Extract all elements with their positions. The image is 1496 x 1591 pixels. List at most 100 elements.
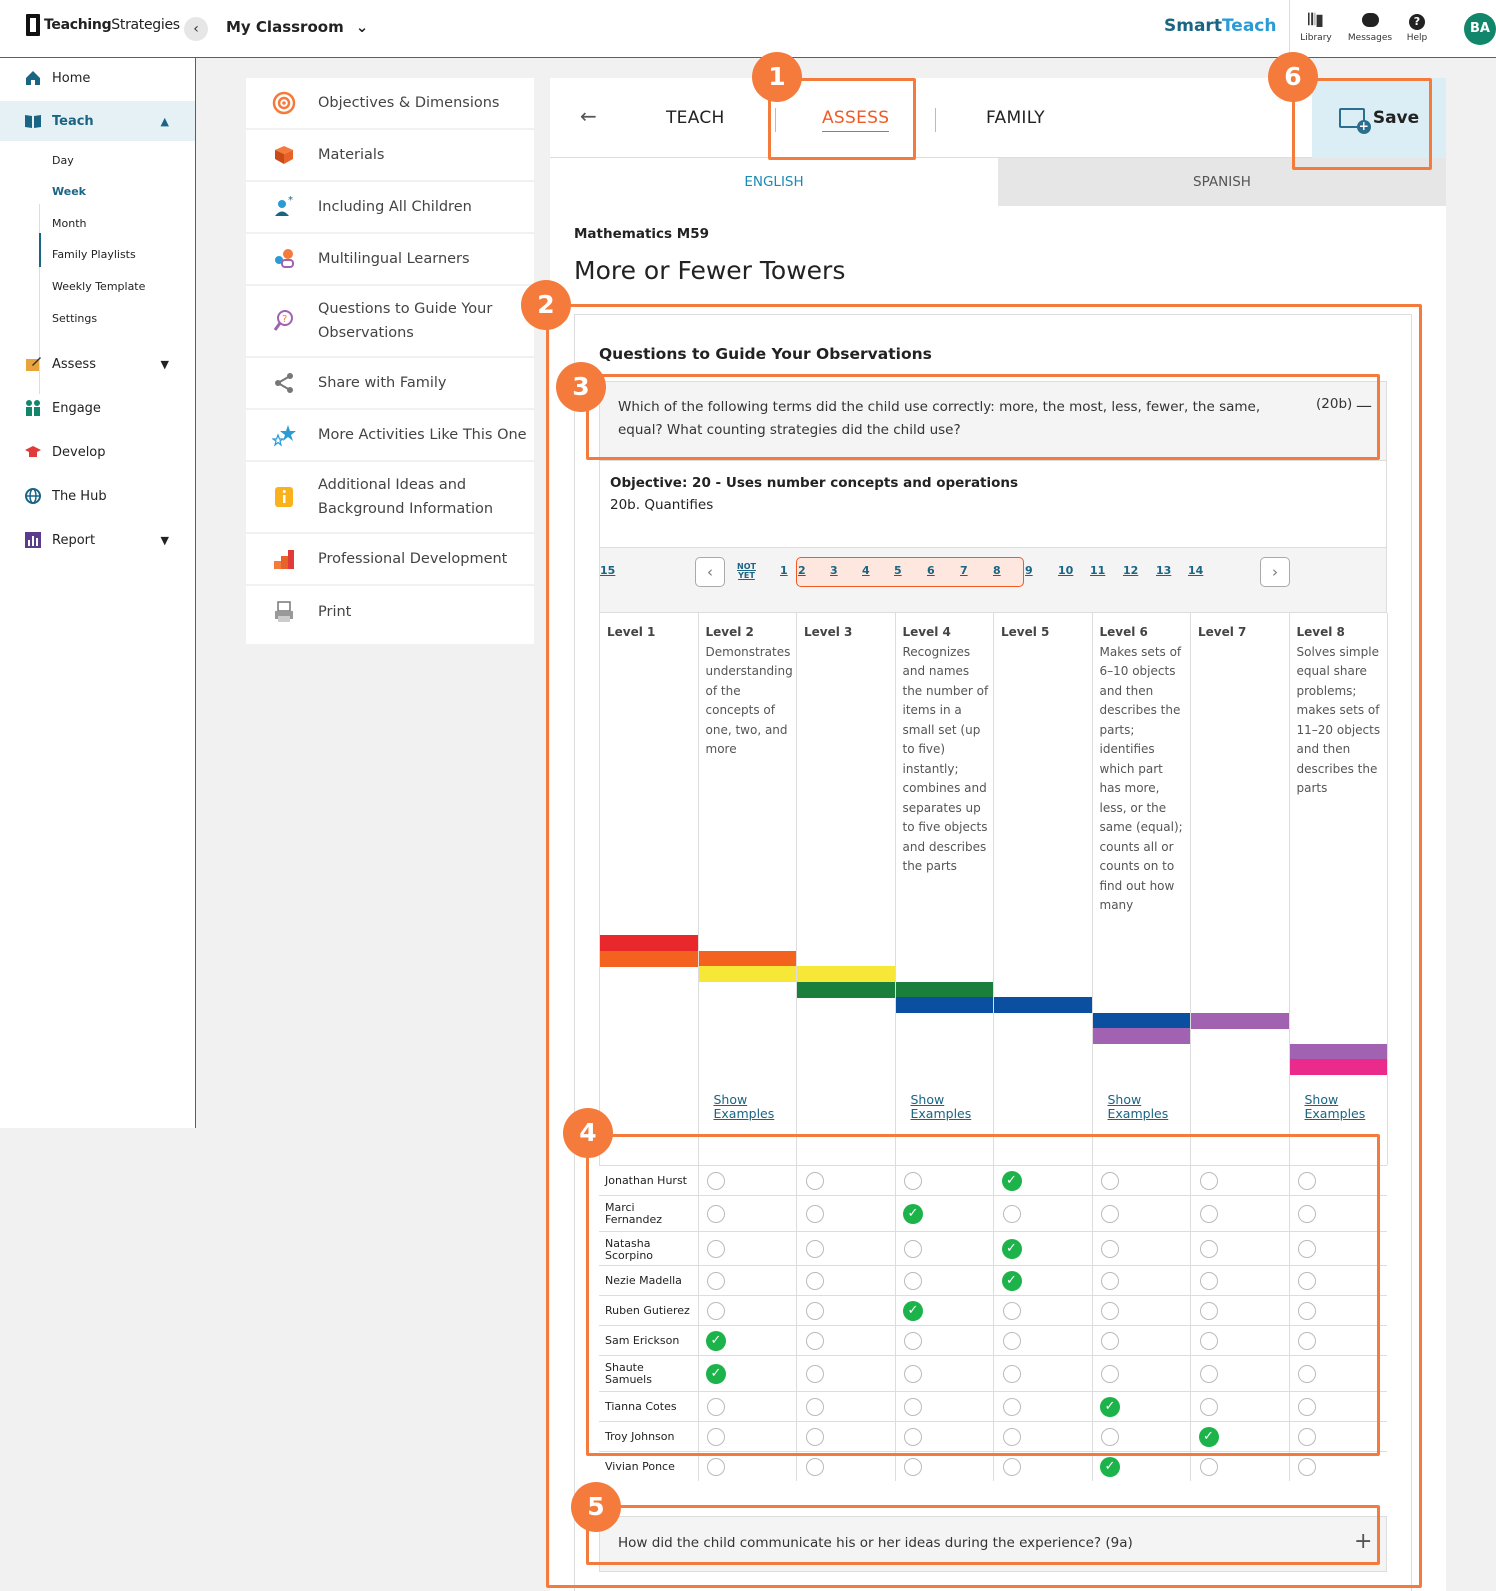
level-radio[interactable]	[1199, 1240, 1218, 1258]
level-radio[interactable]	[707, 1272, 725, 1290]
level-radio[interactable]	[1298, 1172, 1316, 1190]
level-radio[interactable]	[1199, 1458, 1218, 1476]
sidebar-item-assess[interactable]: Assess ▼	[0, 344, 195, 384]
tab-spanish[interactable]: SPANISH	[998, 158, 1446, 206]
level-radio[interactable]	[1298, 1302, 1316, 1320]
page-number-11[interactable]: 11	[1090, 564, 1106, 577]
collapse-sidebar-button[interactable]: ‹	[184, 17, 208, 41]
menu-print[interactable]: Print	[246, 586, 534, 638]
level-radio[interactable]	[1298, 1398, 1316, 1416]
level-radio-checked[interactable]: ✓	[903, 1204, 923, 1224]
expand-icon[interactable]: +	[1354, 1529, 1373, 1554]
page-number-10[interactable]: 10	[1058, 564, 1074, 577]
level-radio[interactable]	[904, 1398, 922, 1416]
sidebar-sub-month[interactable]: Month	[52, 217, 87, 230]
messages-button[interactable]: Messages	[1346, 10, 1394, 43]
show-examples-link[interactable]: Show Examples	[713, 1092, 775, 1121]
level-radio[interactable]	[904, 1428, 922, 1446]
menu-materials[interactable]: Materials	[246, 130, 534, 182]
level-radio[interactable]	[1101, 1332, 1119, 1350]
page-not-yet[interactable]: NOT YET	[737, 562, 756, 580]
sidebar-item-the-hub[interactable]: The Hub	[0, 476, 195, 516]
sidebar-item-engage[interactable]: Engage	[0, 388, 195, 428]
level-radio[interactable]	[1101, 1365, 1119, 1383]
level-radio[interactable]	[805, 1398, 824, 1416]
page-number-8[interactable]: 8	[993, 564, 1001, 577]
page-number-5[interactable]: 5	[894, 564, 902, 577]
sidebar-item-report[interactable]: Report ▼	[0, 520, 195, 560]
level-radio[interactable]	[1002, 1302, 1021, 1320]
help-button[interactable]: ? Help	[1406, 14, 1428, 43]
next-page-button[interactable]: ›	[1260, 557, 1290, 587]
level-radio-checked[interactable]: ✓	[1100, 1457, 1120, 1477]
sidebar-sub-week[interactable]: Week	[52, 185, 86, 198]
level-radio[interactable]	[707, 1458, 725, 1476]
menu-objectives[interactable]: Objectives & Dimensions	[246, 78, 534, 130]
library-button[interactable]: 𝄃𝄃▮ Library	[1292, 10, 1340, 43]
sidebar-sub-family-playlists[interactable]: Family Playlists	[52, 248, 136, 261]
level-radio[interactable]	[1298, 1365, 1316, 1383]
level-radio[interactable]	[1199, 1272, 1218, 1290]
level-radio[interactable]	[1298, 1272, 1316, 1290]
sidebar-sub-day[interactable]: Day	[52, 154, 74, 167]
page-number-2[interactable]: 2	[798, 564, 806, 577]
page-number-14[interactable]: 14	[1188, 564, 1204, 577]
show-examples-link[interactable]: Show Examples	[1304, 1092, 1366, 1121]
page-number-7[interactable]: 7	[960, 564, 968, 577]
menu-additional-ideas[interactable]: Additional Ideas and Background Informat…	[246, 462, 534, 534]
level-radio[interactable]	[1298, 1240, 1316, 1258]
level-radio[interactable]	[1101, 1302, 1119, 1320]
page-number-6[interactable]: 6	[927, 564, 935, 577]
sidebar-item-teach[interactable]: Teach ▲	[0, 101, 195, 141]
level-radio[interactable]	[1101, 1428, 1119, 1446]
level-radio[interactable]	[707, 1302, 725, 1320]
level-radio[interactable]	[1101, 1205, 1119, 1223]
user-avatar[interactable]: BA	[1464, 13, 1496, 45]
level-radio[interactable]	[1101, 1272, 1119, 1290]
level-radio-checked[interactable]: ✓	[903, 1301, 923, 1321]
level-radio-checked[interactable]: ✓	[1001, 1271, 1022, 1291]
level-radio[interactable]	[904, 1365, 922, 1383]
menu-professional-development[interactable]: Professional Development	[246, 534, 534, 586]
level-radio[interactable]	[1199, 1172, 1218, 1190]
tab-teach[interactable]: TEACH	[666, 108, 725, 128]
level-radio[interactable]	[1199, 1365, 1218, 1383]
level-radio[interactable]	[1199, 1332, 1218, 1350]
page-number-3[interactable]: 3	[830, 564, 838, 577]
level-radio[interactable]	[805, 1172, 824, 1190]
level-radio[interactable]	[805, 1332, 824, 1350]
menu-share-with-family[interactable]: Share with Family	[246, 358, 534, 410]
tab-assess[interactable]: ASSESS	[822, 108, 890, 132]
level-radio[interactable]	[805, 1302, 824, 1320]
page-number-9[interactable]: 9	[1025, 564, 1033, 577]
sidebar-item-home[interactable]: Home	[0, 58, 195, 98]
level-radio[interactable]	[805, 1428, 824, 1446]
level-radio[interactable]	[1298, 1332, 1316, 1350]
level-radio[interactable]	[805, 1365, 824, 1383]
level-radio[interactable]	[1101, 1172, 1119, 1190]
page-number-15[interactable]: 15	[600, 564, 616, 577]
level-radio[interactable]	[1002, 1205, 1021, 1223]
classroom-selector[interactable]: My Classroom ⌄	[226, 18, 368, 36]
level-radio[interactable]	[707, 1172, 725, 1190]
level-radio[interactable]	[1101, 1240, 1119, 1258]
save-button[interactable]: Save	[1312, 78, 1446, 158]
teaching-strategies-logo[interactable]: TeachingStrategies	[26, 14, 180, 36]
level-radio[interactable]	[1002, 1365, 1021, 1383]
sidebar-item-develop[interactable]: Develop	[0, 432, 195, 472]
level-radio[interactable]	[904, 1272, 922, 1290]
collapse-icon[interactable]: —	[1356, 396, 1372, 415]
menu-more-activities[interactable]: More Activities Like This One	[246, 410, 534, 462]
level-radio[interactable]	[904, 1332, 922, 1350]
tab-english[interactable]: ENGLISH	[550, 158, 998, 206]
menu-questions-to-guide[interactable]: ? Questions to Guide Your Observations	[246, 286, 534, 358]
level-radio[interactable]	[707, 1398, 725, 1416]
level-radio[interactable]	[707, 1428, 725, 1446]
level-radio[interactable]	[1002, 1332, 1021, 1350]
level-radio-checked[interactable]: ✓	[706, 1331, 726, 1351]
level-radio[interactable]	[1199, 1302, 1218, 1320]
level-radio-checked[interactable]: ✓	[1198, 1427, 1219, 1447]
level-radio[interactable]	[904, 1172, 922, 1190]
menu-multilingual-learners[interactable]: Multilingual Learners	[246, 234, 534, 286]
page-number-1[interactable]: 1	[780, 564, 788, 577]
